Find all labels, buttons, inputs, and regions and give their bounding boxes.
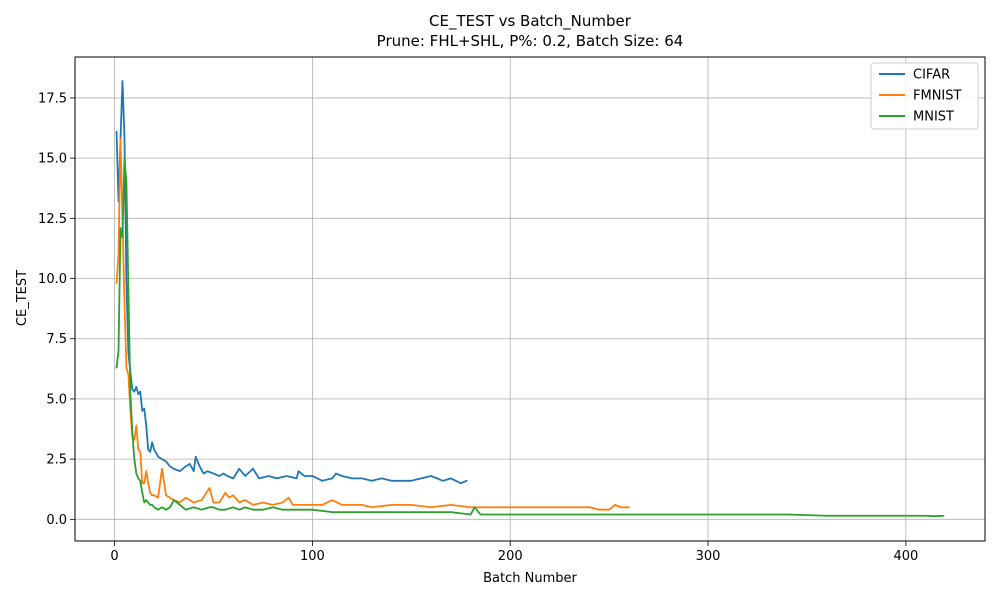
x-tick-label: 100	[300, 549, 325, 564]
series-line-mnist	[115, 157, 945, 518]
x-tick-label: 0	[110, 549, 118, 564]
x-tick-label: 400	[893, 549, 918, 564]
y-tick-label: 17.5	[38, 91, 67, 106]
legend-box	[870, 62, 979, 130]
series-line-fmnist	[115, 137, 630, 511]
y-tick-label: 0.0	[46, 513, 67, 528]
legend-label: MNIST	[913, 110, 954, 125]
legend-label: FMNIST	[913, 89, 962, 104]
y-tick-label: 2.5	[46, 453, 67, 468]
series-line-cifar	[115, 80, 468, 485]
chart-subtitle: Prune: FHL+SHL, P%: 0.2, Batch Size: 64	[377, 32, 684, 50]
y-tick-label: 5.0	[46, 392, 67, 407]
x-axis-label: Batch Number	[483, 571, 577, 586]
y-tick-label: 15.0	[38, 152, 67, 167]
series-lines	[115, 80, 945, 518]
x-tick-label: 200	[498, 549, 523, 564]
legend: CIFAR FMNIST MNIST	[870, 62, 979, 130]
grid	[75, 57, 985, 541]
axes: 0 100 200 300 400 0.0 2.5 5.0 7.5 10.0 12.5 15.0 17.…	[38, 91, 918, 564]
y-tick-label: 10.0	[38, 272, 67, 287]
x-tick-label: 300	[696, 549, 721, 564]
y-axis-label: CE_TEST	[15, 270, 30, 326]
chart-title: CE_TEST vs Batch_Number	[429, 12, 632, 31]
plot-frame	[74, 56, 986, 542]
y-tick-label: 7.5	[46, 332, 67, 347]
legend-label: CIFAR	[913, 68, 950, 83]
y-tick-label: 12.5	[38, 212, 67, 227]
